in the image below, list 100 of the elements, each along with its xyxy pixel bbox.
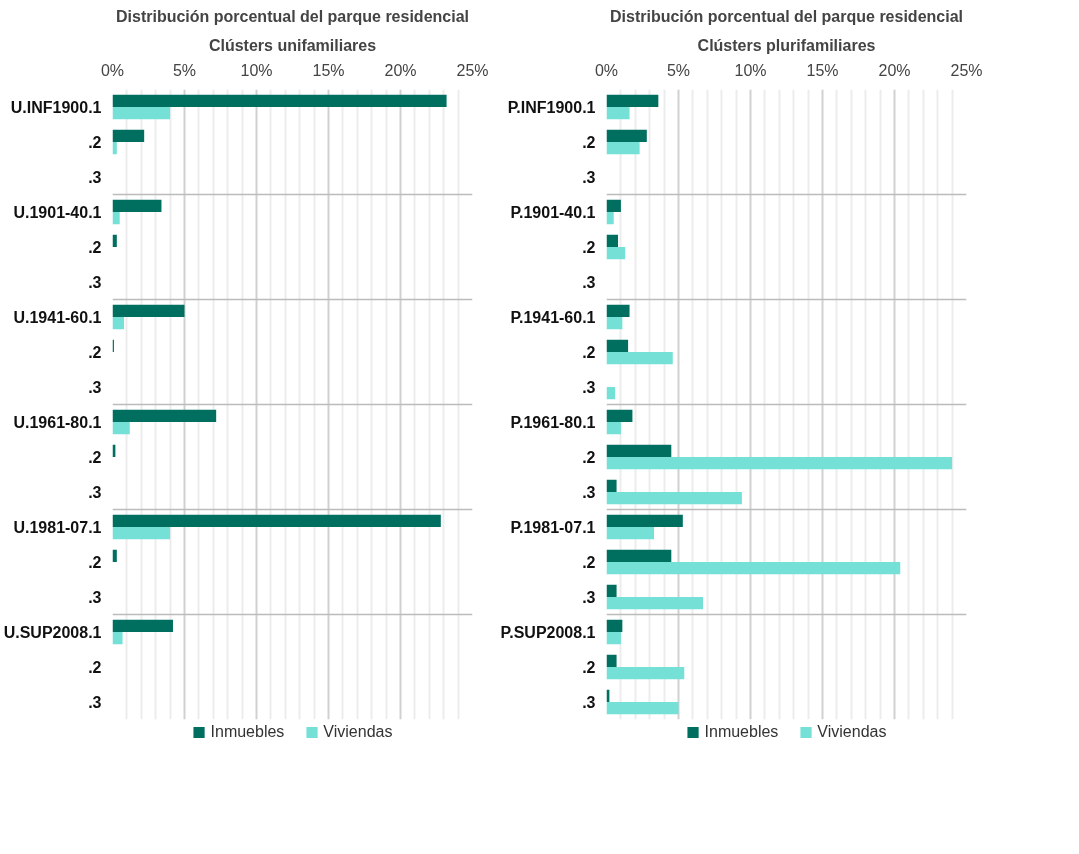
y-tick-label: .3 [88,378,102,396]
bar [606,422,621,435]
x-tick-label: 10% [240,61,273,79]
bar [606,702,679,715]
bar [606,597,703,610]
bar [606,492,742,505]
y-tick-label: U.1941-60.1 [13,308,102,326]
x-tick-label: 15% [312,61,345,79]
bar [112,619,173,632]
x-tick-label: 20% [384,61,417,79]
y-tick-label: .3 [88,273,102,291]
y-tick-label: P.1981-07.1 [510,518,596,536]
bar [606,444,672,457]
bar [112,212,120,225]
bar [606,654,617,667]
bar [112,129,145,142]
bar [606,562,901,575]
chart-title: Distribución porcentual del parque residencial [116,7,469,25]
bar [606,247,626,260]
bar [606,667,685,680]
bar [606,304,630,317]
y-tick-label: U.1901-40.1 [13,203,102,221]
bar [606,352,673,365]
bar [606,619,623,632]
y-tick-label: .3 [582,273,596,291]
y-tick-label: .2 [582,238,596,256]
y-tick-label: P.1961-80.1 [510,413,596,431]
y-tick-label: .3 [582,168,596,186]
x-tick-label: 0% [100,61,125,79]
y-tick-label: .2 [88,448,102,466]
bar [606,387,616,400]
y-tick-label: .3 [582,693,596,711]
bar [112,317,125,330]
y-tick-label: U.INF1900.1 [10,98,102,116]
y-tick-label: .2 [88,553,102,571]
bar [606,129,647,142]
y-tick-label: .2 [582,658,596,676]
bar [112,409,217,422]
bar [112,199,162,212]
y-tick-label: .3 [582,378,596,396]
bar [606,549,672,562]
y-tick-label: .2 [582,448,596,466]
y-tick-label: P.1901-40.1 [510,203,596,221]
bar [112,304,185,317]
bar [606,234,619,247]
chart-subtitle: Clústers plurifamiliares [697,36,876,54]
y-tick-label: .2 [88,343,102,361]
y-tick-label: P.1941-60.1 [510,308,596,326]
y-tick-label: .3 [582,588,596,606]
bar [606,317,623,330]
legend-label: Viviendas [817,723,887,741]
bar [606,199,621,212]
bar [112,527,171,540]
bar [112,632,123,645]
bar [112,549,117,562]
y-tick-label: .3 [88,168,102,186]
y-tick-label: U.SUP2008.1 [3,623,102,641]
y-tick-label: P.INF1900.1 [507,98,596,116]
bar [112,107,171,120]
y-tick-label: .2 [582,133,596,151]
bar [112,234,117,247]
bar [606,457,953,470]
x-tick-label: 5% [666,61,691,79]
y-tick-label: .2 [88,658,102,676]
bar [606,107,630,120]
x-tick-label: 10% [734,61,767,79]
bar [606,94,659,107]
x-tick-label: 20% [878,61,911,79]
bar [606,339,629,352]
bar [112,94,447,107]
y-tick-label: .3 [88,693,102,711]
legend-label: Viviendas [323,723,393,741]
bar [606,527,655,540]
bar [112,422,130,435]
x-tick-label: 25% [456,61,489,79]
y-tick-label: .2 [582,553,596,571]
y-tick-label: .2 [88,133,102,151]
chart-subtitle: Clústers unifamiliares [208,36,377,54]
bar [606,632,621,645]
y-tick-label: .3 [582,483,596,501]
bar [606,212,614,225]
chart-title: Distribución porcentual del parque residencial [610,7,963,25]
y-tick-label: .2 [582,343,596,361]
x-tick-label: 25% [950,61,983,79]
x-tick-label: 5% [172,61,197,79]
bar [606,479,617,492]
bar [606,584,617,597]
y-tick-label: .3 [88,588,102,606]
bar [606,409,633,422]
bar [112,514,441,527]
bar [112,142,117,155]
y-tick-label: .2 [88,238,102,256]
y-tick-label: U.1961-80.1 [13,413,102,431]
bar [606,514,683,527]
y-tick-label: U.1981-07.1 [13,518,102,536]
y-tick-label: P.SUP2008.1 [500,623,596,641]
legend-label: Inmuebles [210,723,285,741]
y-tick-label: .3 [88,483,102,501]
legend-label: Inmuebles [704,723,779,741]
bar [606,142,640,155]
